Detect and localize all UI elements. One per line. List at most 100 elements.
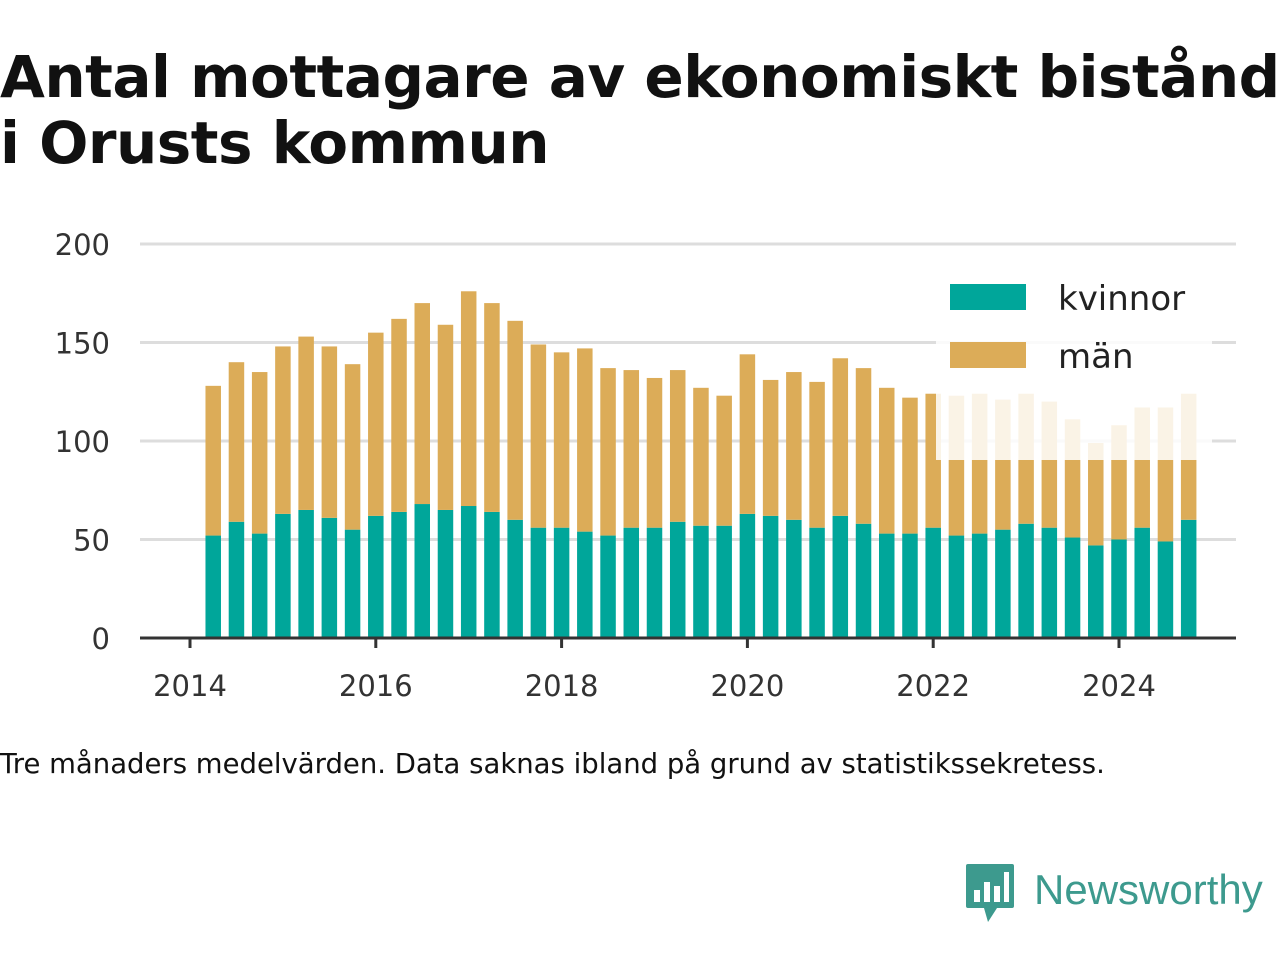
bar-kvinnor: [344, 529, 361, 638]
bar-kvinnor: [786, 519, 802, 638]
bar-man: [786, 372, 802, 520]
bar-kvinnor: [948, 535, 965, 638]
bar-man: [414, 303, 430, 505]
chart: 0 50 100 150 200 2014 2016 2018 2020 2022 2024 kv…: [55, 228, 1236, 703]
bar-kvinnor: [553, 527, 570, 638]
bar-kvinnor: [437, 509, 454, 638]
newsworthy-logo-icon: [966, 864, 1014, 922]
legend-swatch-man: [950, 342, 1026, 368]
bar-man: [530, 344, 547, 528]
bar-man: [437, 324, 454, 510]
bar-kvinnor: [739, 513, 756, 638]
bar-kvinnor: [809, 527, 825, 638]
bar-man: [669, 370, 686, 522]
legend-label-kvinnor: kvinnor: [1058, 279, 1185, 319]
bar-kvinnor: [855, 523, 872, 638]
bar-kvinnor: [391, 511, 407, 638]
bar-kvinnor: [414, 504, 430, 638]
bar-kvinnor: [1088, 545, 1104, 638]
bar-kvinnor: [321, 517, 338, 638]
bar-man: [902, 397, 918, 534]
y-tick-label: 100: [55, 425, 110, 459]
bar-kvinnor: [669, 521, 686, 638]
chart-title: Antal mottagare av ekonomiskt bistånd i …: [0, 43, 1280, 177]
bar-man: [484, 303, 500, 512]
bar-kvinnor: [251, 533, 268, 638]
bar-kvinnor: [1134, 527, 1150, 638]
y-tick-label: 50: [73, 524, 110, 558]
bar-man: [460, 291, 477, 507]
bar-kvinnor: [460, 506, 477, 638]
x-tick-label: 2014: [153, 669, 227, 703]
bar-man: [832, 358, 849, 516]
x-tick-label: 2022: [896, 669, 970, 703]
x-tick-label: 2018: [525, 669, 599, 703]
y-tick-label: 200: [55, 228, 110, 262]
bar-man: [646, 377, 663, 528]
bar-kvinnor: [879, 533, 895, 638]
bar-kvinnor: [205, 535, 221, 638]
chart-note: Tre månaders medelvärden. Data saknas ib…: [0, 748, 1105, 780]
x-axis: 2014 2016 2018 2020 2022 2024: [153, 638, 1156, 703]
bar-kvinnor: [925, 527, 941, 638]
bar-kvinnor: [623, 527, 640, 638]
bar-kvinnor: [368, 515, 384, 638]
bar-man: [275, 346, 291, 514]
bar-kvinnor: [1018, 523, 1034, 638]
bar-man: [298, 336, 314, 510]
bar-kvinnor: [971, 533, 988, 638]
bar-man: [623, 370, 640, 528]
legend: kvinnor män: [936, 279, 1212, 460]
bar-man: [693, 387, 709, 526]
bar-kvinnor: [530, 527, 547, 638]
legend-swatch-kvinnor: [950, 284, 1026, 310]
bar-man: [879, 387, 895, 534]
bar-man: [391, 318, 407, 512]
bar-man: [553, 352, 570, 528]
x-tick-label: 2024: [1082, 669, 1156, 703]
x-tick-label: 2020: [710, 669, 784, 703]
bar-man: [228, 362, 245, 522]
brand-name: Newsworthy: [1034, 866, 1263, 913]
bar-man: [855, 368, 872, 524]
bar-kvinnor: [716, 525, 732, 638]
bar-man: [344, 364, 361, 530]
bar-kvinnor: [1064, 537, 1081, 638]
bar-kvinnor: [507, 519, 523, 638]
bar-kvinnor: [902, 533, 918, 638]
bar-kvinnor: [832, 515, 849, 638]
bar-kvinnor: [228, 521, 245, 638]
bar-kvinnor: [762, 515, 779, 638]
bar-man: [507, 320, 523, 520]
legend-label-man: män: [1058, 337, 1134, 377]
bar-kvinnor: [1041, 527, 1058, 638]
bar-kvinnor: [484, 511, 500, 638]
bar-kvinnor: [298, 509, 314, 638]
y-tick-label: 0: [92, 622, 110, 656]
bar-kvinnor: [995, 529, 1011, 638]
bar-man: [321, 346, 338, 518]
x-tick-label: 2016: [339, 669, 413, 703]
bar-man: [577, 348, 593, 532]
y-axis: 0 50 100 150 200: [55, 228, 110, 656]
bar-man: [762, 379, 779, 516]
bar-kvinnor: [1157, 541, 1174, 638]
bar-man: [716, 395, 732, 526]
bar-kvinnor: [1180, 519, 1197, 638]
bar-man: [1088, 442, 1104, 546]
bar-kvinnor: [646, 527, 663, 638]
bar-man: [739, 354, 756, 514]
legend-background: [936, 300, 1212, 460]
bar-kvinnor: [693, 525, 709, 638]
y-tick-label: 150: [55, 327, 110, 361]
bar-kvinnor: [275, 513, 291, 638]
bar-kvinnor: [577, 531, 593, 638]
bar-man: [205, 385, 221, 536]
bar-man: [600, 368, 616, 536]
bar-man: [251, 372, 268, 534]
newsworthy-logo: Newsworthy: [964, 862, 1263, 928]
bar-kvinnor: [600, 535, 616, 638]
bar-kvinnor: [1111, 539, 1127, 638]
bar-man: [368, 332, 384, 516]
bar-man: [809, 381, 825, 528]
